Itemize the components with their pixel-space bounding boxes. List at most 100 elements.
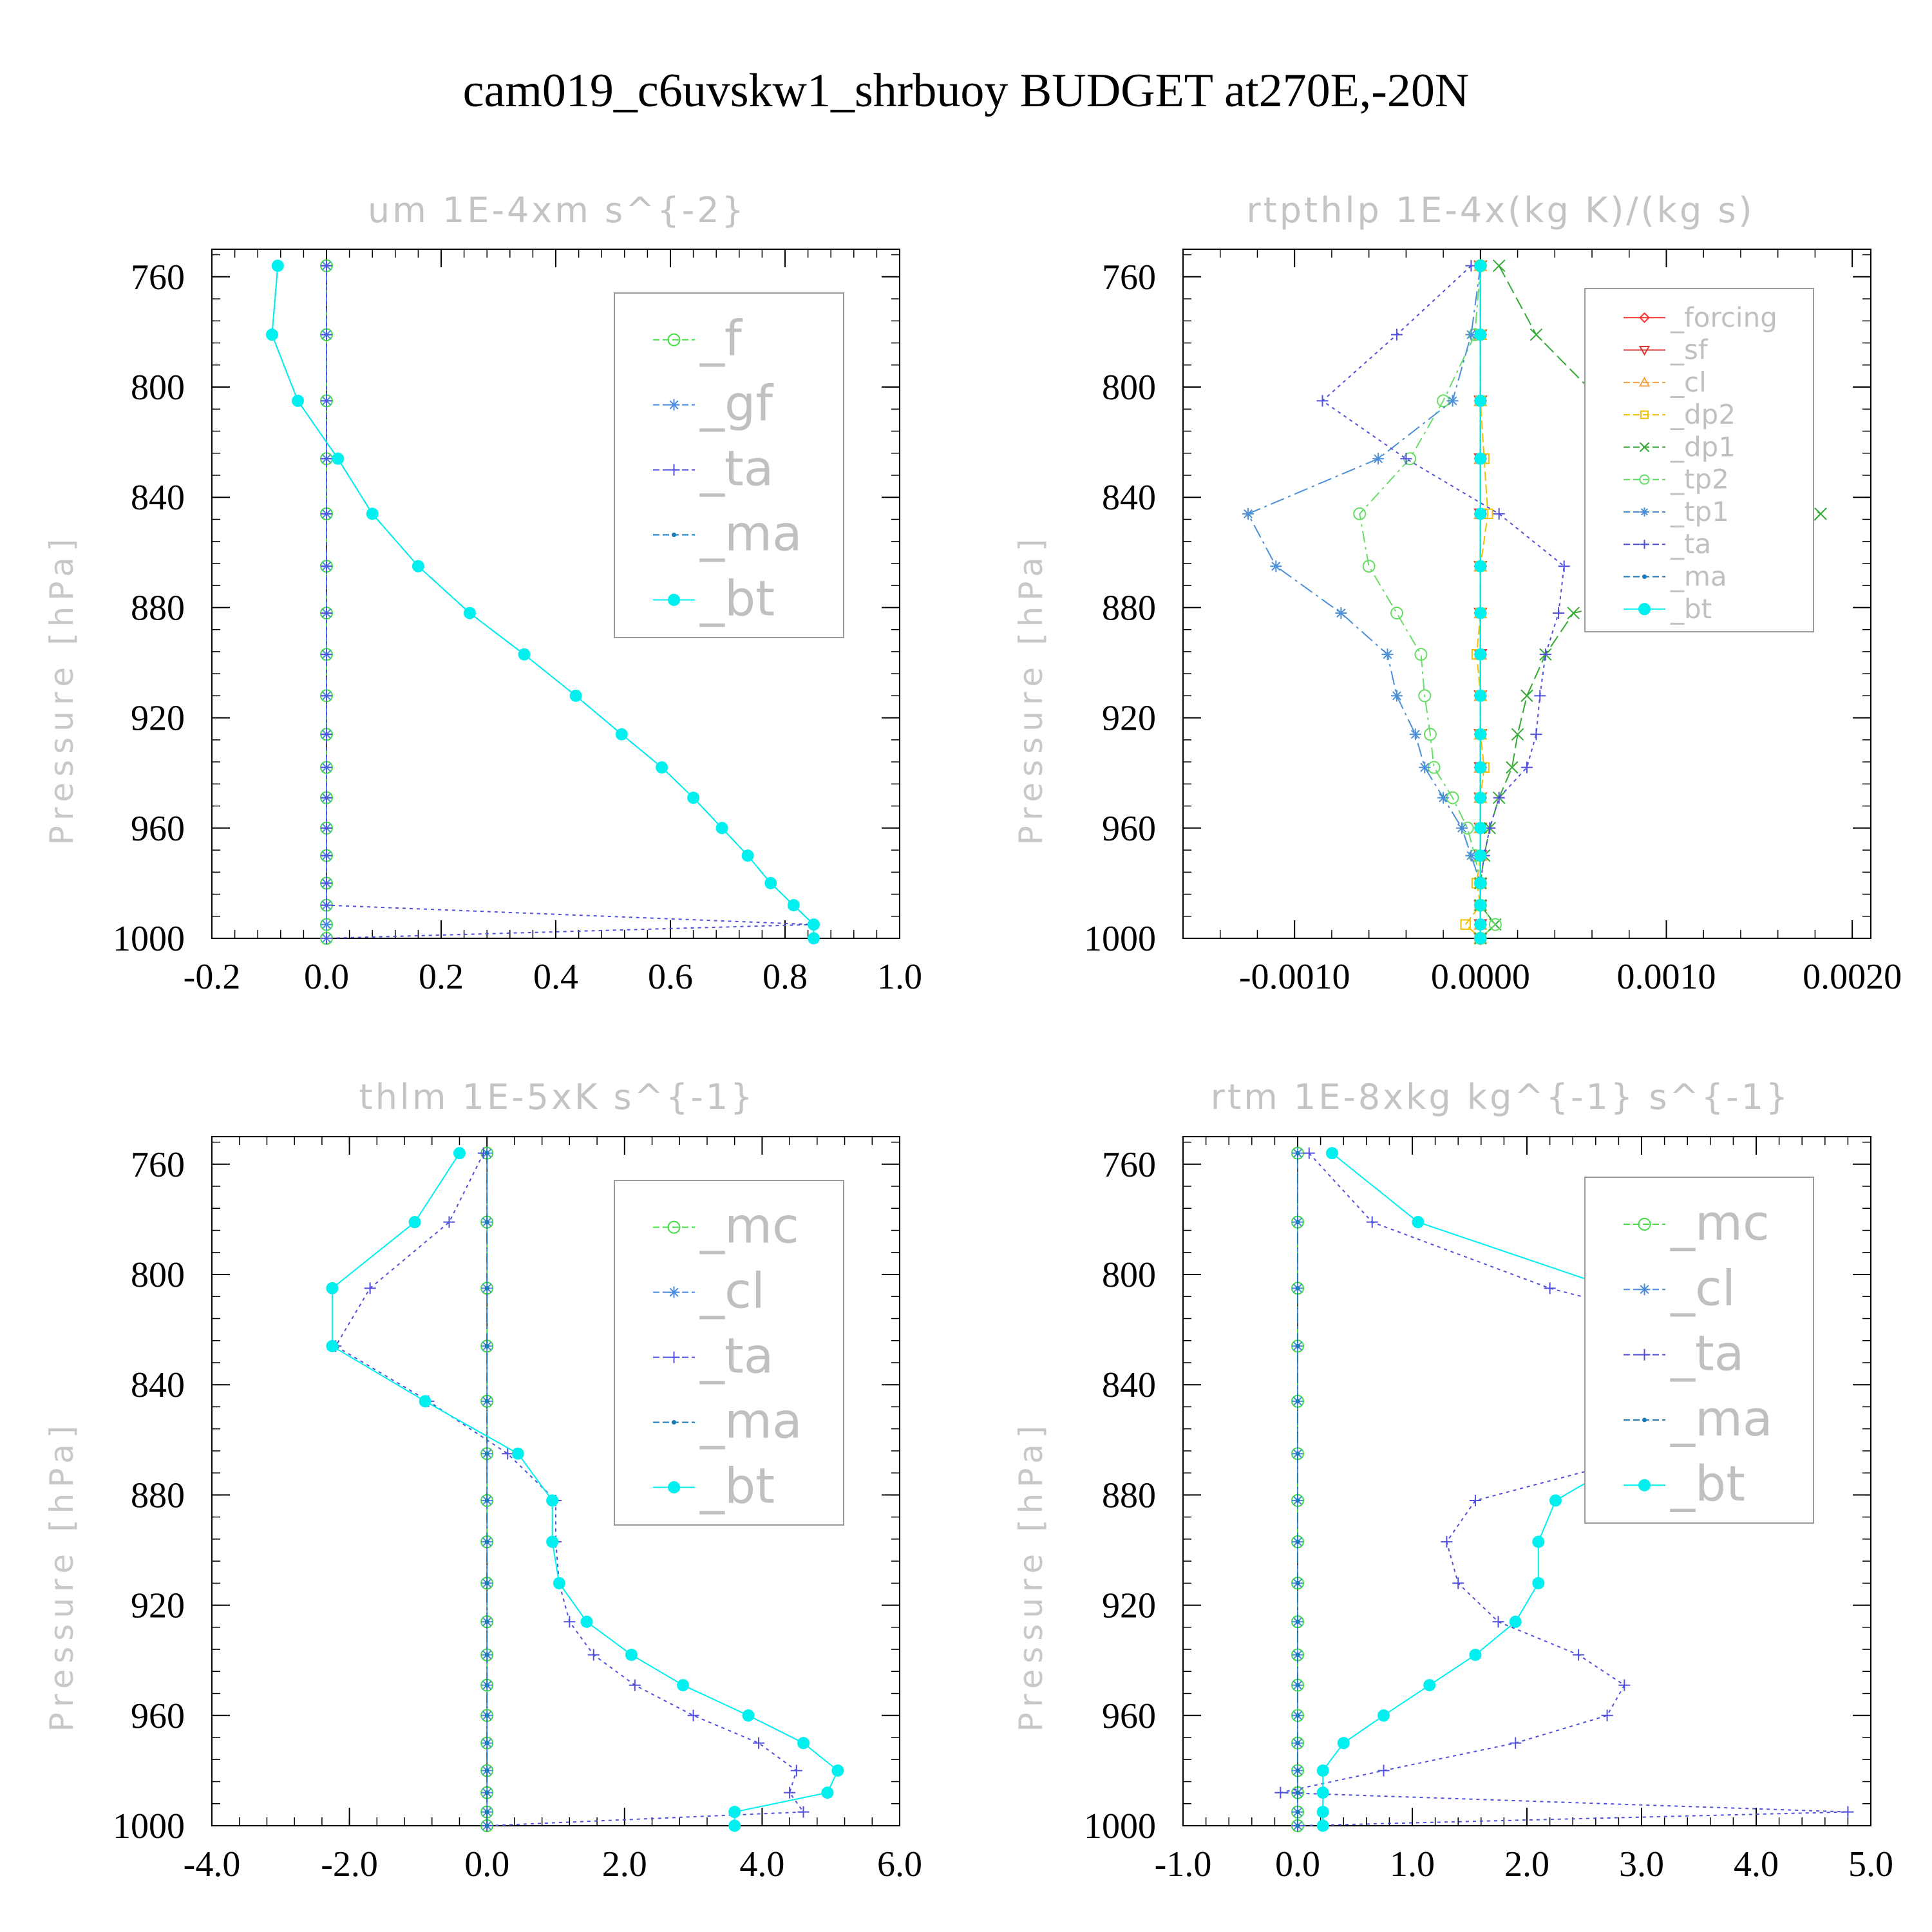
y-tick-label: 960 — [1102, 1696, 1156, 1736]
series-tp2 — [1353, 259, 1502, 945]
data-point-dp1 — [1520, 689, 1533, 703]
y-tick-label: 920 — [131, 699, 185, 739]
legend-label-ta: _ta — [699, 440, 773, 497]
series-bt — [265, 260, 820, 945]
data-point-bt — [1378, 1709, 1390, 1722]
series-line-ta — [1321, 265, 1565, 938]
data-point-tp1 — [1270, 560, 1282, 573]
data-point-bt — [625, 1649, 638, 1662]
legend-box — [614, 292, 844, 638]
data-point-ma — [1295, 1399, 1300, 1404]
data-point-ma — [484, 1220, 489, 1225]
legend-marker-gf — [668, 399, 680, 411]
series-cl2 — [1292, 1147, 1303, 1832]
y-axis-label: Pressure [hPa] — [1012, 533, 1050, 846]
y-axis-label: Pressure [hPa] — [1012, 1420, 1050, 1732]
legend-label-cl2: _cl — [699, 1262, 765, 1320]
data-point-tp1 — [1455, 822, 1468, 834]
data-point-ma — [484, 1539, 489, 1544]
data-point-bt — [1474, 822, 1487, 835]
legend-box — [614, 1180, 844, 1526]
data-point-ta — [321, 899, 332, 911]
data-point-bt — [615, 728, 628, 741]
data-point-ma — [1295, 1713, 1300, 1718]
data-point-ta — [1469, 1494, 1481, 1506]
data-point-ma — [1295, 1683, 1300, 1688]
x-tick-label: 4.0 — [1734, 1844, 1779, 1884]
series-bt — [1474, 260, 1487, 945]
data-point-bt — [764, 876, 777, 889]
data-point-ta — [321, 761, 332, 773]
x-tick-label: 0.0 — [304, 957, 349, 997]
data-point-ta — [321, 649, 332, 661]
data-point-ma — [1295, 1539, 1300, 1544]
data-point-bt — [728, 1806, 741, 1819]
data-point-ma — [1295, 1741, 1300, 1746]
data-point-ma — [1295, 1768, 1300, 1773]
data-point-bt — [1474, 849, 1487, 862]
data-point-ta — [1510, 1737, 1522, 1749]
data-point-bt — [1325, 1147, 1338, 1160]
data-point-ta — [321, 933, 332, 944]
plot-frame — [211, 1136, 900, 1826]
legend-label-cl: _cl — [1670, 366, 1707, 398]
x-tick-label: -0.0010 — [1239, 957, 1350, 997]
series-bt — [326, 1147, 844, 1832]
figure-title: cam019_c6uvskw1_shrbuoy BUDGET at270E,-2… — [463, 64, 1470, 117]
legend-marker-ta — [668, 1351, 680, 1363]
legend: _forcing_sf_cl_dp2_dp1_tp2_tp1_ta_ma_bt — [1584, 288, 1814, 632]
data-point-ta — [502, 1448, 514, 1460]
data-point-ta — [321, 507, 332, 520]
data-point-tp1 — [1437, 791, 1450, 804]
data-point-bt — [1423, 1679, 1436, 1692]
data-point-ta — [790, 1765, 802, 1777]
data-point-ma — [484, 1619, 489, 1624]
data-point-bt — [366, 507, 379, 520]
y-tick-label: 920 — [1102, 699, 1156, 739]
data-point-ma — [1295, 1220, 1300, 1225]
data-point-ma — [1295, 1823, 1300, 1828]
panel-title: thlm 1E-5xK s^{-1} — [359, 1077, 755, 1117]
legend-marker-ma — [672, 1420, 676, 1425]
data-point-tp2 — [1390, 606, 1403, 620]
data-point-ma — [484, 1151, 489, 1156]
data-point-tp1 — [1372, 453, 1385, 465]
data-point-bt — [787, 899, 800, 912]
data-point-tp2 — [1488, 918, 1502, 931]
legend-marker-ta — [1638, 1349, 1651, 1361]
x-tick-label: 0.0 — [1275, 1844, 1320, 1884]
legend-label-forcing: _forcing — [1670, 301, 1777, 333]
data-point-bt — [741, 849, 754, 862]
legend-marker-mc — [667, 1220, 681, 1234]
plot-area: 760 800 840 880 920 960 1000-4.0 -2.0 0.0 2.0 4.0 6… — [113, 1136, 922, 1884]
legend-label-f: _f — [699, 310, 743, 367]
legend-label-ta: _ta — [699, 1327, 773, 1385]
data-point-ta — [784, 1786, 796, 1799]
legend-marker-cl2 — [1638, 1283, 1651, 1296]
data-point-ma — [484, 1580, 489, 1586]
data-point-tp1 — [1409, 728, 1421, 741]
legend-marker-tp2 — [1639, 474, 1650, 485]
data-point-ta — [1378, 1765, 1390, 1777]
series-line-ta — [326, 265, 814, 939]
data-point-ma — [1295, 1790, 1300, 1795]
legend-label-tp2: _tp2 — [1670, 464, 1729, 495]
legend-label-tp1: _tp1 — [1670, 496, 1729, 527]
data-point-bt — [1474, 260, 1487, 272]
x-tick-label: 1.0 — [1390, 1844, 1435, 1884]
plot-frame — [1182, 249, 1871, 939]
data-point-tp2 — [1423, 728, 1437, 741]
data-point-dp1 — [1511, 728, 1524, 741]
y-tick-label: 800 — [1102, 368, 1156, 408]
data-point-ta — [321, 791, 332, 804]
data-point-ma — [484, 1343, 489, 1349]
data-point-bt — [1316, 1764, 1329, 1777]
data-point-ta — [321, 560, 332, 573]
data-point-ta — [1530, 728, 1542, 741]
data-point-ta — [321, 607, 332, 619]
data-point-bt — [1412, 1216, 1425, 1229]
legend-label-sf: _sf — [1670, 334, 1709, 366]
data-point-tp2 — [1414, 648, 1428, 661]
data-point-bt — [808, 932, 820, 945]
legend: _mc _cl _ta _ma _bt — [614, 1180, 844, 1526]
